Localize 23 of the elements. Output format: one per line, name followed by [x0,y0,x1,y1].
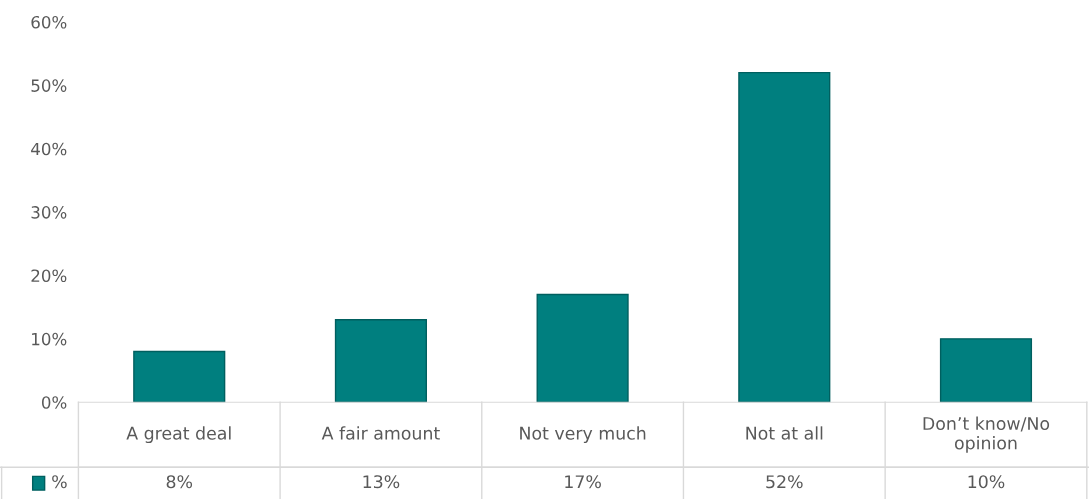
bar [738,71,831,403]
x-tick-label: A fair amount [321,426,440,440]
text: 17% [565,475,601,489]
x-tick-label: Not at all [746,426,823,440]
y-tick-label: 0% [41,396,67,409]
y-tick-label: 30% [31,206,67,219]
text: 52% [766,475,803,489]
text: 10% [968,475,1005,489]
bar [133,350,226,403]
text: 8% [166,475,193,489]
text: 13% [363,475,400,489]
y-tick-label: 50% [31,79,67,92]
bar [536,293,629,403]
legend-label: % [52,475,67,489]
bar [939,338,1033,403]
x-tick-label: A great deal [126,426,231,444]
bar [334,319,428,403]
y-tick-label: 10% [32,332,67,346]
x-tick-label: Not very much [520,426,646,444]
y-tick-label: 60% [31,15,67,29]
y-tick-label: 20% [31,269,67,283]
y-tick-label: 40% [31,142,67,156]
x-tick-label: Don’t know/No opinion [923,416,1050,453]
